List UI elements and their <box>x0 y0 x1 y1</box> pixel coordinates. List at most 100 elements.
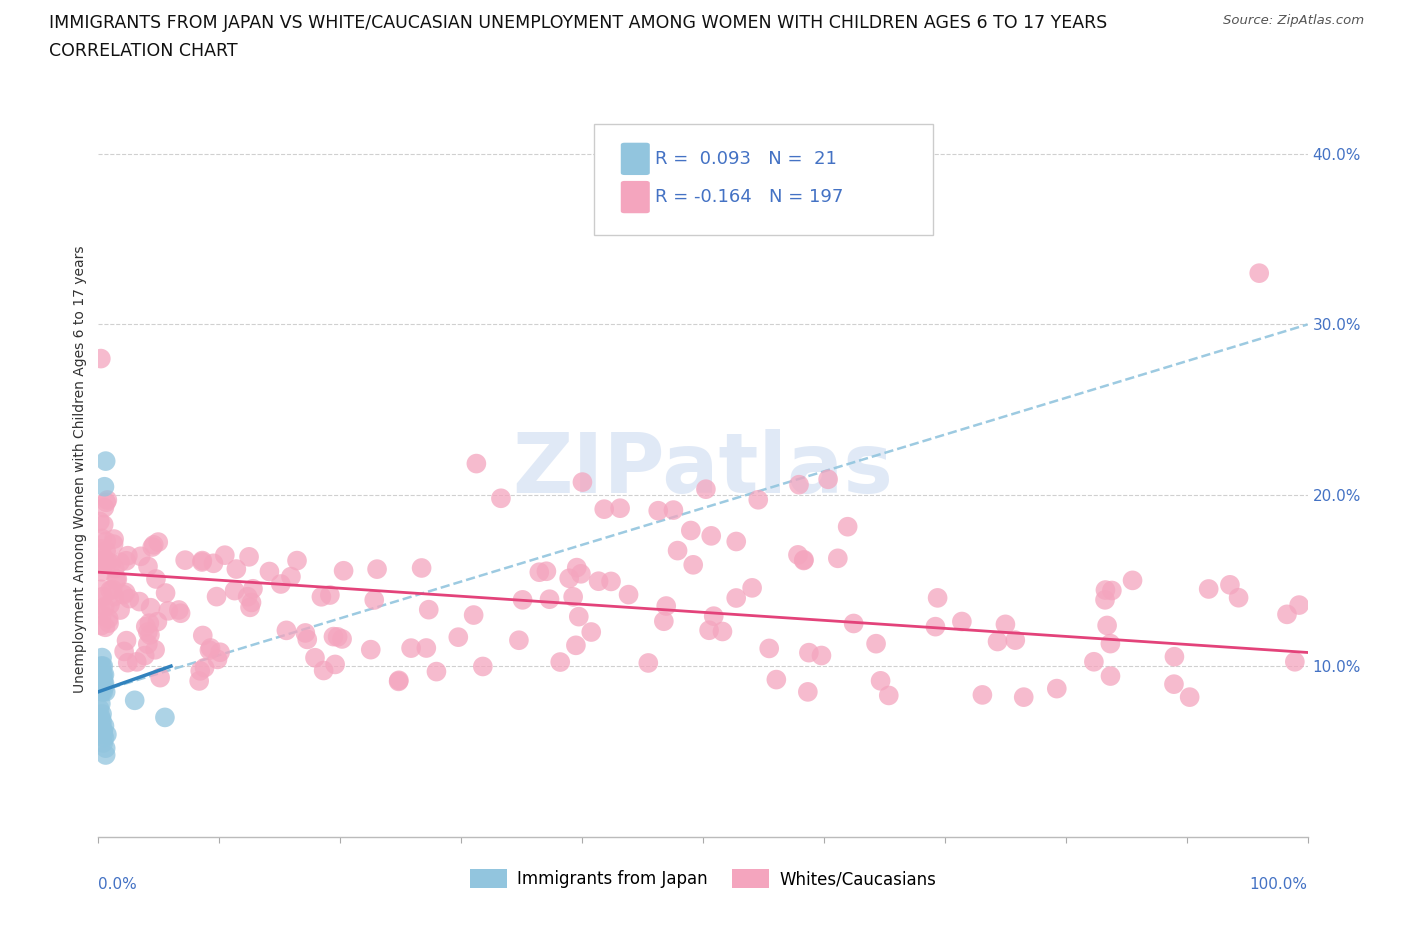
Point <box>581 625 603 640</box>
Point <box>112 644 135 658</box>
Point <box>90 676 112 691</box>
Point <box>91 590 114 604</box>
Point <box>647 503 669 518</box>
Point <box>224 583 246 598</box>
Point <box>114 585 136 600</box>
Point <box>89 701 111 716</box>
Point <box>90 618 112 633</box>
Point <box>90 565 112 579</box>
Point <box>538 591 561 606</box>
Point <box>1099 636 1122 651</box>
Point <box>666 543 689 558</box>
Point <box>787 477 810 492</box>
Point <box>817 472 839 486</box>
Point <box>865 636 887 651</box>
Point <box>682 557 704 572</box>
Point <box>1163 649 1185 664</box>
Point <box>103 590 125 604</box>
Point <box>242 581 264 596</box>
Point <box>679 523 702 538</box>
Point <box>695 482 717 497</box>
Point <box>312 663 335 678</box>
Point <box>93 730 115 745</box>
Point <box>105 572 128 587</box>
Point <box>588 574 610 589</box>
Text: R =  0.093   N =  21: R = 0.093 N = 21 <box>655 150 837 168</box>
Point <box>565 638 588 653</box>
Point <box>91 667 114 682</box>
Y-axis label: Unemployment Among Women with Children Ages 6 to 17 years: Unemployment Among Women with Children A… <box>73 246 87 694</box>
Point <box>98 616 121 631</box>
Point <box>98 583 121 598</box>
Point <box>238 550 260 565</box>
Point <box>323 657 346 671</box>
Point <box>1284 655 1306 670</box>
Point <box>360 643 382 658</box>
Point <box>91 557 114 572</box>
Point <box>463 607 485 622</box>
Point <box>91 553 114 568</box>
Point <box>332 564 354 578</box>
Point <box>600 574 623 589</box>
Point <box>157 604 180 618</box>
Point <box>91 658 114 673</box>
Point <box>972 687 994 702</box>
Point <box>91 736 114 751</box>
Point <box>90 710 112 724</box>
Point <box>117 549 139 564</box>
Point <box>388 673 411 688</box>
Point <box>89 514 111 529</box>
Point <box>536 564 558 578</box>
Point <box>387 674 409 689</box>
Point <box>136 559 159 574</box>
Point <box>366 562 388 577</box>
Text: 100.0%: 100.0% <box>1250 877 1308 893</box>
Point <box>128 594 150 609</box>
Point <box>139 600 162 615</box>
Point <box>139 628 162 643</box>
Point <box>115 553 138 568</box>
Point <box>1004 632 1026 647</box>
Point <box>637 656 659 671</box>
Point <box>91 667 114 682</box>
Point <box>155 586 177 601</box>
Point <box>558 571 581 586</box>
Point <box>562 590 585 604</box>
Point <box>125 655 148 670</box>
Point <box>1095 618 1118 633</box>
Point <box>276 623 298 638</box>
Point <box>285 553 308 568</box>
Point <box>465 456 488 471</box>
Point <box>1163 677 1185 692</box>
Point <box>294 626 316 641</box>
Point <box>169 605 191 620</box>
Point <box>508 632 530 647</box>
Point <box>214 548 236 563</box>
Point <box>93 719 115 734</box>
FancyBboxPatch shape <box>621 142 650 175</box>
Point <box>90 697 112 711</box>
Point <box>198 643 221 658</box>
Point <box>924 619 946 634</box>
Point <box>797 684 820 699</box>
Point <box>90 352 112 366</box>
Point <box>200 641 222 656</box>
Point <box>193 660 215 675</box>
Point <box>1198 581 1220 596</box>
Text: ZIPatlas: ZIPatlas <box>513 429 893 511</box>
Point <box>91 672 114 687</box>
Point <box>91 724 114 738</box>
Point <box>418 603 440 618</box>
Point <box>191 554 214 569</box>
Point <box>793 552 815 567</box>
Point <box>90 658 112 673</box>
Point <box>202 556 225 571</box>
Point <box>425 664 447 679</box>
Point <box>569 566 592 581</box>
Point <box>142 538 165 552</box>
Point <box>97 554 120 569</box>
Point <box>145 572 167 587</box>
Point <box>91 713 114 728</box>
Point <box>827 551 849 565</box>
Point <box>415 641 437 656</box>
